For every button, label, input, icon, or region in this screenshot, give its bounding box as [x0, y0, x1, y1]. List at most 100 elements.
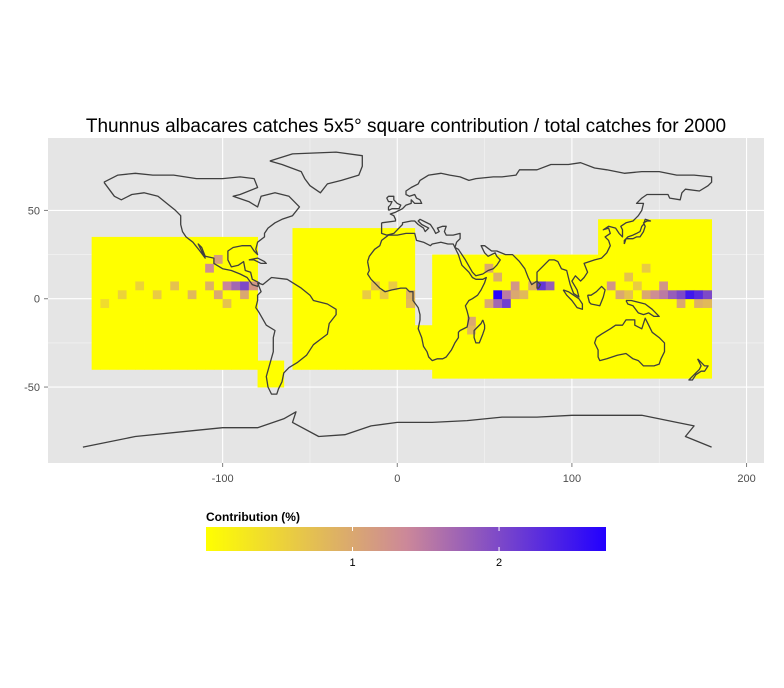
catch-cell — [371, 236, 381, 247]
catch-cell — [178, 254, 189, 264]
catch-cell — [353, 272, 363, 282]
catch-cell — [109, 351, 119, 361]
coastline-sumatra — [562, 289, 584, 310]
coastline-south-america — [255, 276, 337, 395]
catch-cell — [432, 316, 442, 326]
catch-cell — [563, 342, 573, 353]
catch-cell — [379, 245, 389, 255]
catch-cell — [641, 334, 651, 344]
catch-cell — [144, 245, 154, 255]
catch-cell — [353, 334, 363, 344]
catch-cell — [493, 263, 503, 273]
catch-cell — [484, 272, 494, 282]
catch-cell — [615, 360, 625, 370]
catch-cell — [676, 316, 686, 326]
catch-cell — [641, 342, 651, 353]
catch-cell — [580, 351, 590, 361]
catch-cell — [545, 342, 555, 353]
catch-cell — [467, 263, 477, 273]
catch-cell — [275, 360, 285, 370]
catch-cell — [659, 228, 669, 238]
catch-cell — [467, 334, 477, 344]
catch-cell — [222, 298, 232, 308]
catch-cell — [144, 342, 154, 353]
catch-cell — [493, 351, 503, 361]
catch-cell — [624, 289, 634, 300]
catch-cell — [615, 272, 625, 282]
catch-cell — [554, 263, 564, 273]
catch-cell — [519, 369, 529, 379]
catch-cell — [458, 334, 468, 344]
catch-cell — [615, 281, 625, 291]
catch-cell — [624, 272, 634, 282]
catch-cell — [309, 289, 320, 300]
catch-cell — [213, 334, 224, 344]
catch-cell — [379, 325, 389, 335]
catch-cell — [606, 228, 616, 238]
catch-cell — [170, 325, 180, 335]
catch-cell — [371, 289, 381, 300]
catch-cell — [685, 228, 695, 238]
catch-cell — [694, 298, 704, 308]
catch-cell — [633, 254, 643, 264]
catch-cell — [126, 254, 136, 264]
catch-cell — [301, 245, 311, 255]
catch-cell — [379, 298, 389, 308]
catch-cell — [91, 263, 101, 273]
catch-cell — [371, 281, 381, 291]
catch-cell — [187, 316, 197, 326]
catch-cell — [100, 245, 110, 255]
catch-cell — [144, 360, 154, 370]
catch-cell — [362, 342, 372, 353]
catch-cell — [301, 334, 311, 344]
catch-cell — [327, 360, 337, 370]
catch-cell — [240, 254, 250, 264]
catch-cell — [196, 360, 206, 370]
catch-cell — [475, 316, 485, 326]
catch-cell — [336, 307, 346, 317]
catch-cell — [502, 360, 512, 370]
y-axis: 50 0 -50 — [24, 205, 48, 394]
catch-cell — [502, 298, 512, 308]
catch-cell — [397, 316, 407, 326]
catch-cell — [694, 289, 704, 300]
catch-cell — [379, 351, 389, 361]
catch-cell — [598, 316, 608, 326]
catch-cell — [379, 307, 389, 317]
catch-cell — [493, 272, 503, 282]
catch-cell — [135, 298, 145, 308]
catch-cell — [187, 351, 197, 361]
catch-cell — [676, 219, 686, 229]
coastline-africa — [366, 232, 487, 362]
catch-cell — [222, 272, 232, 282]
catch-cell — [685, 325, 695, 335]
catch-cell — [510, 254, 520, 264]
catch-cell — [449, 351, 459, 361]
catch-cell — [406, 334, 416, 344]
catch-cell — [135, 307, 145, 317]
catch-cell — [353, 228, 363, 238]
catch-cell — [240, 360, 250, 370]
catch-cell — [100, 360, 110, 370]
catch-cell — [554, 298, 564, 308]
catch-cell — [571, 351, 582, 361]
catch-cell — [362, 334, 372, 344]
catch-cell — [292, 228, 302, 238]
catch-cell — [353, 254, 363, 264]
catch-cell — [344, 245, 355, 255]
catch-cell — [484, 316, 494, 326]
catch-cell — [406, 245, 416, 255]
catch-cell — [344, 281, 355, 291]
catch-cell — [563, 369, 573, 379]
coastline-new-guinea — [625, 299, 660, 318]
catch-cell — [510, 298, 520, 308]
catch-cell — [126, 281, 136, 291]
catch-cell — [432, 298, 442, 308]
x-tick-label: 0 — [394, 473, 400, 485]
catch-cell — [309, 307, 320, 317]
catch-cell — [554, 289, 564, 300]
catch-cell — [117, 272, 127, 282]
catch-cell — [702, 360, 713, 370]
catch-cell — [414, 342, 424, 353]
